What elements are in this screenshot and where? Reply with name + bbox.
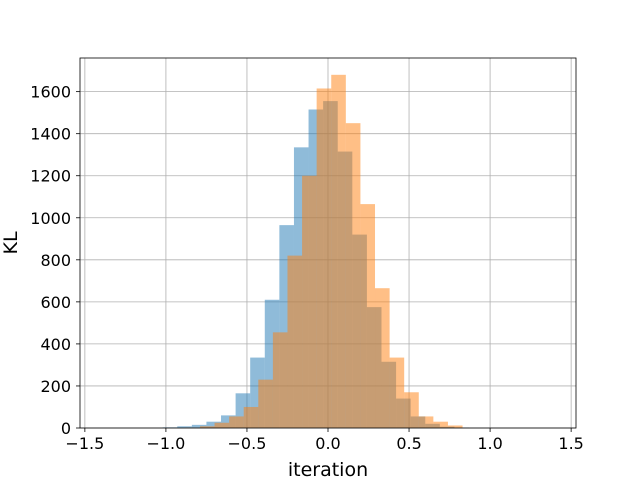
histogram-bar xyxy=(191,424,207,428)
histogram-bar xyxy=(177,426,192,428)
histogram-bar xyxy=(302,175,317,428)
histogram-bar xyxy=(404,392,419,428)
y-tick-label: 800 xyxy=(40,251,71,270)
y-tick-label: 0 xyxy=(61,419,71,438)
histogram-bar xyxy=(447,425,463,428)
x-tick-label: 0.5 xyxy=(396,434,421,453)
y-axis-label: KL xyxy=(0,231,22,254)
y-tick-label: 600 xyxy=(40,293,71,312)
y-tick-label: 1600 xyxy=(30,83,71,102)
y-tick-label: 1400 xyxy=(30,125,71,144)
y-tick-label: 1000 xyxy=(30,209,71,228)
x-tick-label: 0.0 xyxy=(315,434,340,453)
axis-ticks: −1.5 −1.0 −0.5 0.0 0.5 1.0 1.5 0 200 400 600 800 100… xyxy=(30,83,584,453)
x-tick-label: −0.5 xyxy=(228,434,267,453)
y-tick-label: 1200 xyxy=(30,167,71,186)
x-axis-label: iteration xyxy=(288,459,368,480)
histogram-bar xyxy=(229,416,244,428)
histogram-bar xyxy=(214,422,230,428)
histogram-bar xyxy=(331,74,346,429)
histogram-bar xyxy=(433,421,448,428)
histogram-bar xyxy=(345,123,361,428)
x-tick-label: 1.0 xyxy=(477,434,502,453)
y-tick-label: 400 xyxy=(40,335,71,354)
x-tick-label: 1.5 xyxy=(558,434,583,453)
histogram-bar xyxy=(287,255,303,428)
histogram-bars xyxy=(162,74,470,429)
y-tick-label: 200 xyxy=(40,377,71,396)
histogram-bar xyxy=(272,332,288,428)
histogram-bar xyxy=(316,88,332,428)
x-tick-label: −1.5 xyxy=(65,434,104,453)
histogram-bar xyxy=(389,357,405,428)
histogram-bar xyxy=(206,421,222,428)
histogram-bar xyxy=(243,406,259,428)
histogram-bar xyxy=(199,426,215,428)
histogram-bar xyxy=(360,204,376,428)
histogram-bar xyxy=(258,379,273,428)
x-tick-label: −1.0 xyxy=(146,434,185,453)
histogram-series-2 xyxy=(185,74,463,429)
histogram-bar xyxy=(418,416,434,428)
histogram-bar xyxy=(375,288,390,428)
